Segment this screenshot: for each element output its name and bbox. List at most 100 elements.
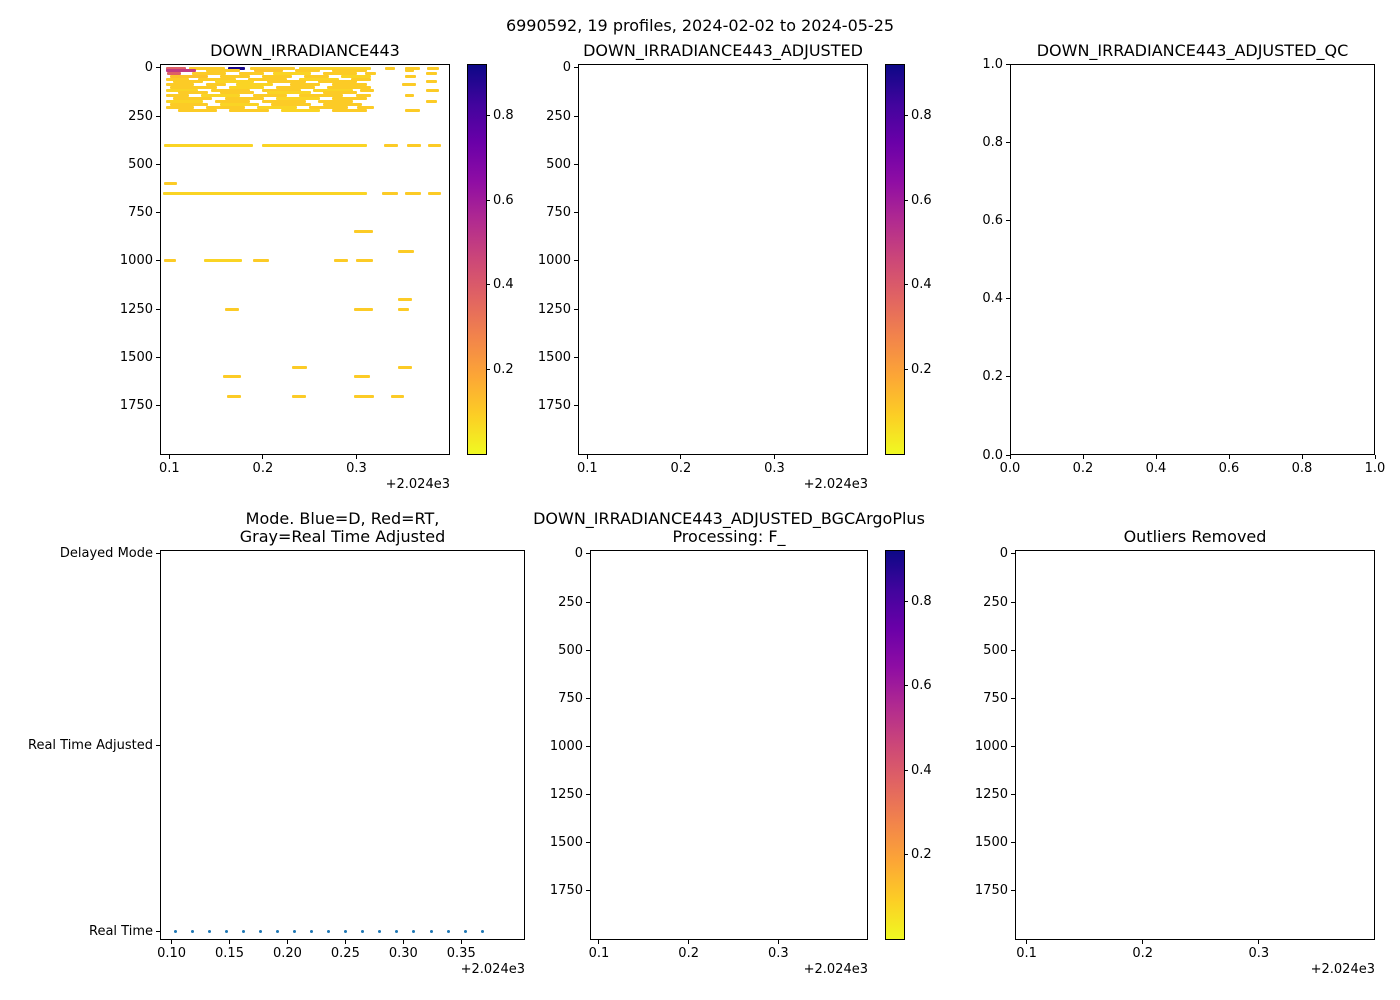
scatter-dash [299, 66, 372, 70]
scatter-dash [384, 66, 395, 70]
scatter-dash [313, 88, 353, 92]
profile-dot [378, 930, 382, 934]
scatter-dash [397, 249, 414, 253]
y-tick-mark [1011, 745, 1015, 747]
scatter-dash [332, 82, 367, 86]
y-tick-mark [586, 697, 590, 699]
y-tick-label: 250 [128, 108, 153, 124]
x-tick-label: 0.2 [670, 461, 692, 476]
marks-layer [160, 550, 525, 940]
x-tick-mark [168, 455, 170, 459]
scatter-dash [353, 394, 375, 398]
scatter-dash [299, 77, 339, 81]
scatter-dash [205, 105, 246, 109]
x-tick-label: 0.4 [1145, 461, 1167, 476]
scatter-dash [397, 307, 409, 311]
y-tick-mark [1011, 842, 1015, 844]
marks-layer [590, 550, 868, 940]
x-tick-label: 0.1 [577, 461, 598, 476]
scatter-dash [341, 74, 372, 78]
colorbar-tick-label: 0.6 [911, 678, 932, 694]
x-tick-mark [262, 455, 264, 459]
colorbar-gradient [886, 551, 904, 939]
profile-dot [446, 930, 450, 934]
y-tick-label: 0.8 [982, 134, 1003, 150]
scatter-dash [165, 94, 189, 98]
x-tick-mark [1082, 455, 1084, 459]
colorbar-tick-label: 0.8 [911, 594, 932, 610]
y-tick-label: 500 [983, 642, 1008, 658]
y-tick-label: 500 [128, 156, 153, 172]
scatter-dash [332, 69, 367, 73]
x-tick-mark [688, 940, 690, 944]
colorbar-tick-mark [904, 854, 908, 856]
scatter-dash [173, 97, 213, 101]
x-tick-mark [1374, 455, 1376, 459]
x-tick-mark [1142, 940, 1144, 944]
y-tick-mark [574, 260, 578, 262]
subplot-down-irradiance443-adjusted-qc: DOWN_IRRADIANCE443_ADJUSTED_QC 0.0 0.2 0.4… [982, 41, 1385, 476]
scatter-dash [252, 94, 288, 98]
scatter-dash [165, 77, 189, 81]
x-tick-mark [355, 455, 357, 459]
x-tick-label: 0.10 [157, 946, 187, 961]
y-tick-label: 750 [128, 205, 153, 221]
scatter-dash [227, 394, 242, 398]
scatter-dash [261, 74, 292, 78]
scatter-dash [332, 108, 367, 112]
scatter-dash [350, 77, 372, 81]
profile-dot [258, 930, 262, 934]
x-tick-label: 0.1 [588, 946, 610, 961]
colorbar-tick-label: 0.6 [493, 192, 514, 208]
y-tick-mark [586, 842, 590, 844]
x-tick-mark [171, 940, 173, 944]
y-tick-label: 1000 [549, 738, 583, 754]
y-tick-label: 250 [546, 108, 571, 124]
scatter-dash [261, 100, 306, 104]
scatter-dash [170, 74, 208, 78]
colorbar-tick-mark [904, 115, 908, 117]
y-tick-label: 250 [558, 594, 583, 610]
x-tick-label: 0.8 [1291, 461, 1313, 476]
scatter-dash [261, 88, 302, 92]
scatter-dash [318, 100, 353, 104]
scatter-dash [291, 365, 307, 369]
profile-dot [224, 930, 228, 934]
subplot-outliers-removed: Outliers Removed 0.1 0.2 0.3 0 250 500 750 1000… [975, 527, 1375, 977]
subplot-down-irradiance443: DOWN_IRRADIANCE443 0.1 0.2 0.3 0 250 500 750 10… [120, 41, 450, 492]
marks-layer [1010, 64, 1375, 455]
y-tick-mark [156, 67, 160, 69]
scatter-dash [177, 108, 218, 112]
y-tick-mark [574, 163, 578, 165]
colorbar-tick-label: 0.2 [911, 847, 932, 863]
scatter-dash [322, 103, 363, 107]
colorbar-bgcargoplus: 0.2 0.4 0.6 0.8 [885, 550, 932, 940]
y-tick-label: 500 [546, 156, 571, 172]
x-tick-label: 0.2 [252, 461, 274, 476]
scatter-dash [228, 66, 246, 70]
x-tick-label: 0.1 [159, 461, 180, 476]
x-axis-offset-label: +2.024e3 [1310, 962, 1375, 977]
profile-dot [173, 930, 177, 934]
colorbar-tick-label: 0.4 [493, 277, 514, 293]
marks-layer [578, 64, 868, 455]
y-tick-mark [156, 163, 160, 165]
y-tick-mark [1011, 553, 1015, 555]
profile-dot [190, 930, 194, 934]
colorbar-tick-label: 0.2 [493, 361, 514, 377]
scatter-dash [271, 103, 311, 107]
scatter-dash [322, 72, 358, 76]
y-tick-mark [156, 260, 160, 262]
x-tick-label: 0.2 [1072, 461, 1094, 476]
subplot-title: DOWN_IRRADIANCE443_ADJUSTED_QC [915, 41, 1400, 60]
y-tick-label: 1500 [537, 349, 571, 365]
scatter-dash [229, 108, 269, 112]
y-tick-label: 250 [983, 594, 1008, 610]
scatter-dash [355, 94, 372, 98]
scatter-dash [406, 143, 421, 147]
y-tick-mark [574, 212, 578, 214]
y-tick-mark [586, 553, 590, 555]
x-tick-label: 0.6 [1218, 461, 1240, 476]
y-tick-mark [1006, 141, 1010, 143]
y-tick-label: 1750 [974, 883, 1008, 899]
